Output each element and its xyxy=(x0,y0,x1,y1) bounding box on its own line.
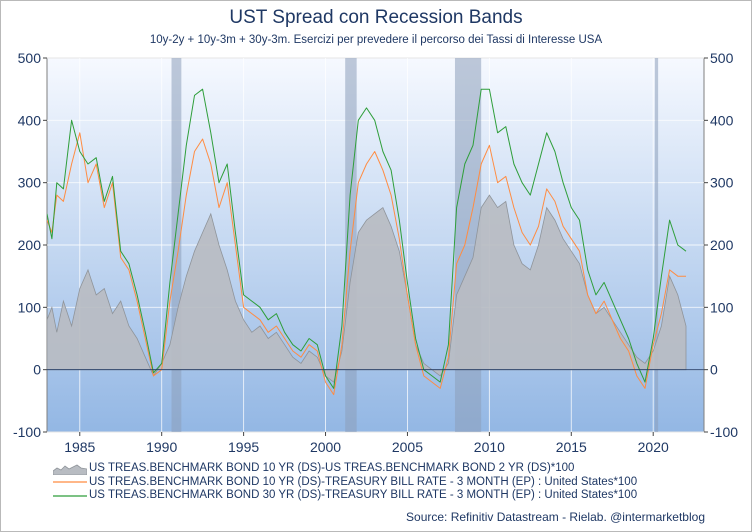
y-tick-label-left: 200 xyxy=(18,237,42,253)
legend-item-10y-3m: US TREAS.BENCHMARK BOND 10 YR (DS)-TREAS… xyxy=(53,476,637,490)
legend-label-30y-3m: US TREAS.BENCHMARK BOND 30 YR (DS)-TREAS… xyxy=(89,489,638,501)
chart-subtitle: 10y-2y + 10y-3m + 30y-3m. Esercizi per p… xyxy=(149,34,603,46)
chart-title: UST Spread con Recession Bands xyxy=(229,7,523,28)
legend-label-10y-2y: US TREAS.BENCHMARK BOND 10 YR (DS)-US TR… xyxy=(89,462,575,474)
y-tick-label-left: -100 xyxy=(13,424,41,440)
legend: US TREAS.BENCHMARK BOND 10 YR (DS)-US TR… xyxy=(53,462,637,503)
axes: -100 -100 0 0 100 100 200 200 300 300 400 400 500 500… xyxy=(13,50,738,455)
y-tick-label-right: 0 xyxy=(710,362,718,378)
series-line-30y-3m xyxy=(47,88,687,389)
y-tick-label-left: 400 xyxy=(18,112,42,128)
legend-item-10y-2y: US TREAS.BENCHMARK BOND 10 YR (DS)-US TR… xyxy=(53,462,637,476)
y-tick-label-left: 300 xyxy=(18,175,42,191)
y-tick-label-right: 400 xyxy=(710,112,734,128)
recession-band xyxy=(654,58,659,432)
x-tick-label: 2020 xyxy=(638,439,669,455)
chart-plot-svg: -100 -100 0 0 100 100 200 200 300 300 400 400 500 500… xyxy=(13,50,738,455)
legend-item-30y-3m: US TREAS.BENCHMARK BOND 30 YR (DS)-TREAS… xyxy=(53,489,637,503)
series-line-10y-3m xyxy=(47,132,686,396)
y-tick-label-right: 300 xyxy=(710,175,734,191)
legend-swatch-orange-line xyxy=(53,481,87,483)
x-tick-label: 2000 xyxy=(310,439,341,455)
y-tick-label-right: 100 xyxy=(710,299,734,315)
x-tick-label: 1985 xyxy=(64,439,95,455)
legend-swatch-green-line xyxy=(53,495,87,497)
series-layer xyxy=(47,88,687,396)
x-tick-label: 1990 xyxy=(146,439,177,455)
y-tick-label-left: 0 xyxy=(33,362,41,378)
legend-swatch-area xyxy=(53,464,87,475)
x-tick-label: 2005 xyxy=(392,439,423,455)
x-tick-label: 1995 xyxy=(228,439,259,455)
y-tick-label-right: -100 xyxy=(710,424,738,440)
x-tick-label: 2010 xyxy=(474,439,505,455)
legend-label-10y-3m: US TREAS.BENCHMARK BOND 10 YR (DS)-TREAS… xyxy=(89,475,638,488)
source-note: Source: Refinitiv Datastream - Rielab. @… xyxy=(406,510,705,524)
y-tick-label-left: 100 xyxy=(18,299,42,315)
y-tick-label-right: 500 xyxy=(710,50,734,66)
x-tick-label: 2015 xyxy=(556,439,587,455)
y-tick-label-right: 200 xyxy=(710,237,734,253)
recession-band xyxy=(171,58,182,432)
y-tick-label-left: 500 xyxy=(18,50,42,66)
